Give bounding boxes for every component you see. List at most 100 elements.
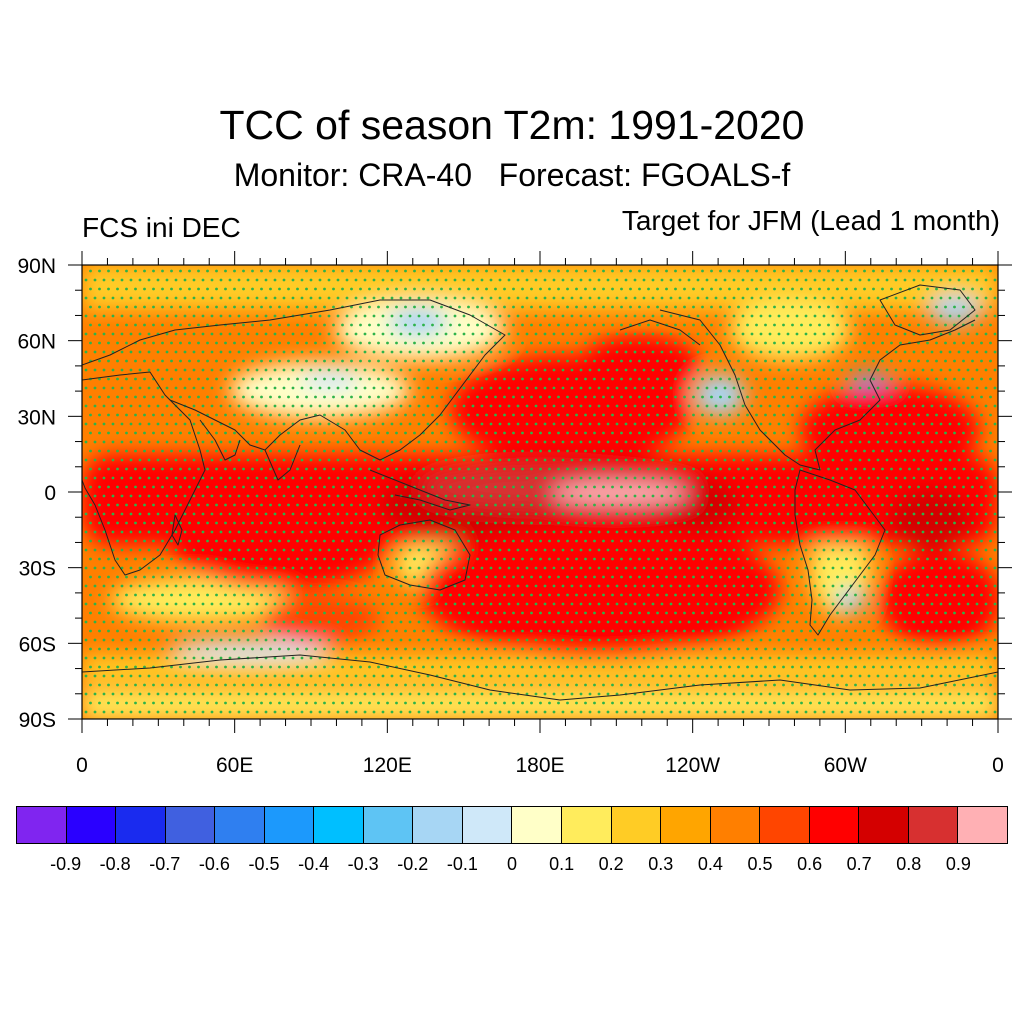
stipple-dot [629,467,632,471]
stipple-dot [426,332,430,336]
stipple-dot [584,287,587,291]
stipple-dot [840,296,844,300]
stipple-dot [246,476,250,480]
stipple-dot [381,620,385,624]
stipple-dot [719,647,722,651]
stipple-dot [323,557,326,561]
stipple-dot [183,386,187,390]
stipple-dot [917,665,920,669]
stipple-dot [741,440,745,444]
stipple-dot [255,512,259,516]
stipple-dot [908,269,911,273]
stipple-dot [993,332,997,336]
stipple-dot [750,386,754,390]
stipple-dot [84,530,88,534]
stipple-dot [881,647,884,651]
stipple-dot [642,674,646,678]
stipple-dot [350,521,353,525]
stipple-dot [809,485,812,489]
stipple-dot [507,566,511,570]
stipple-dot [980,323,983,327]
stipple-dot [606,512,610,516]
stipple-dot [975,440,979,444]
stipple-dot [476,305,479,309]
stipple-dot [539,323,542,327]
stipple-dot [899,359,902,363]
stipple-dot [669,314,673,318]
stipple-dot [552,422,556,426]
stipple-dot [633,332,637,336]
stipple-dot [629,521,632,525]
stipple-dot [539,431,542,435]
stipple-dot [530,467,533,471]
stipple-dot [651,332,655,336]
stipple-dot [93,584,97,588]
stipple-dot [890,485,893,489]
stipple-dot [111,386,115,390]
stipple-dot [849,350,853,354]
stipple-dot [899,557,902,561]
stipple-dot [372,512,376,516]
stipple-dot [647,557,650,561]
stipple-dot [989,485,992,489]
stipple-dot [948,584,952,588]
stipple-dot [993,692,997,696]
argentina-neg [835,588,865,612]
stipple-dot [264,638,268,642]
stipple-dot [606,386,610,390]
stipple-dot [606,314,610,318]
stipple-dot [579,602,583,606]
stipple-dot [129,368,133,372]
stipple-dot [395,611,398,615]
stipple-dot [764,503,767,507]
stipple-dot [476,575,479,579]
stipple-dot [476,683,479,687]
stipple-dot [530,305,533,309]
stipple-dot [485,539,488,543]
stipple-dot [665,377,668,381]
stipple-dot [773,449,776,453]
stipple-dot [462,566,466,570]
stipple-dot [143,701,146,705]
stipple-dot [674,287,677,291]
stipple-dot [764,611,767,615]
stipple-dot [143,377,146,381]
stipple-dot [894,386,898,390]
stipple-dot [413,593,416,597]
stipple-dot [147,566,151,570]
stipple-dot [354,548,358,552]
stipple-dot [989,377,992,381]
stipple-dot [291,332,295,336]
stipple-dot [678,548,682,552]
stipple-dot [939,368,943,372]
stipple-dot [584,359,587,363]
stipple-dot [530,287,533,291]
stipple-dot [440,557,443,561]
stipple-dot [912,296,916,300]
stipple-dot [363,368,367,372]
stipple-dot [98,611,101,615]
stipple-dot [363,530,367,534]
stipple-dot [543,386,547,390]
stipple-dot [696,692,700,696]
stipple-dot [156,458,160,462]
stipple-dot [431,449,434,453]
stipple-dot [777,350,781,354]
stipple-dot [723,314,727,318]
stipple-dot [651,350,655,354]
stipple-dot [804,656,808,660]
stipple-dot [750,584,754,588]
stipple-dot [849,440,853,444]
stipple-dot [885,602,889,606]
stipple-dot [629,629,632,633]
stipple-dot [687,368,691,372]
stipple-dot [147,278,151,282]
stipple-dot [359,431,362,435]
stipple-dot [593,611,596,615]
stipple-dot [192,422,196,426]
stipple-dot [165,404,169,408]
stipple-dot [579,458,583,462]
stipple-dot [255,296,259,300]
stipple-dot [926,395,929,399]
stipple-dot [291,512,295,516]
